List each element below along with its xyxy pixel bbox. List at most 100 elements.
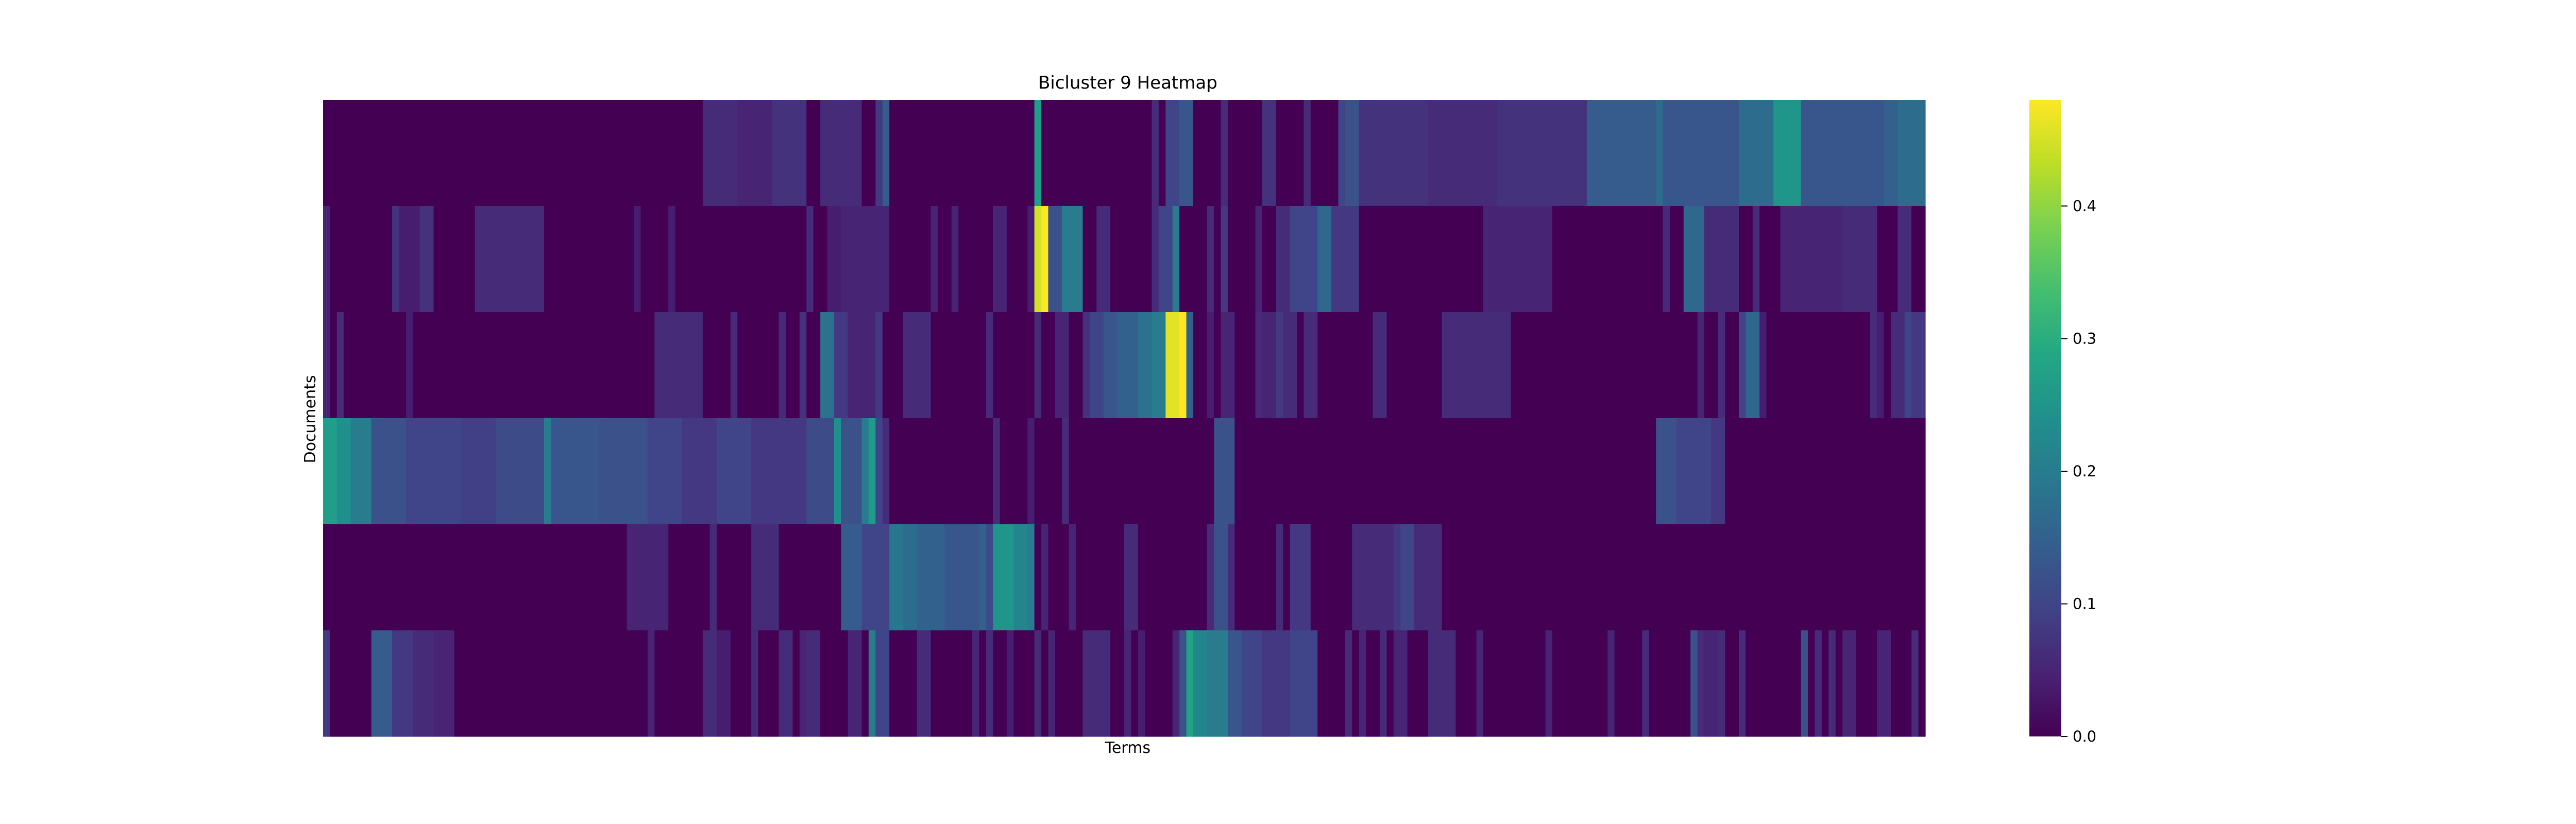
heatmap-cell <box>875 100 883 207</box>
heatmap-cell <box>1739 206 1753 313</box>
heatmap-cell <box>668 524 710 631</box>
heatmap-cell <box>1228 100 1263 207</box>
heatmap-cell <box>986 524 993 631</box>
heatmap-cell <box>1497 100 1587 207</box>
heatmap-cell <box>869 630 876 737</box>
heatmap-cell <box>1055 312 1070 419</box>
heatmap-cell <box>1027 418 1035 525</box>
heatmap-cell <box>1069 524 1076 631</box>
heatmap-cell <box>882 418 890 525</box>
heatmap-cell <box>938 206 952 313</box>
heatmap-cell <box>841 524 862 631</box>
heatmap-cell <box>1739 312 1747 419</box>
heatmap-cell <box>979 630 987 737</box>
colorbar-tick-label: 0.1 <box>2073 595 2096 613</box>
heatmap-cell <box>1172 206 1180 313</box>
heatmap-cell <box>1697 630 1705 737</box>
heatmap-cell <box>1290 524 1311 631</box>
heatmap-cell <box>799 630 807 737</box>
heatmap-cell <box>903 312 931 419</box>
heatmap-cell <box>1303 312 1318 419</box>
heatmap-cell <box>1911 206 1926 313</box>
heatmap-cell <box>1766 312 1871 419</box>
heatmap-cell <box>1027 206 1035 313</box>
heatmap-cell <box>1801 630 1808 737</box>
heatmap-cell <box>917 524 945 631</box>
heatmap-cell <box>1103 312 1118 419</box>
heatmap-cell <box>323 100 703 207</box>
heatmap-cell <box>841 206 890 313</box>
heatmap-cell <box>1711 418 1725 525</box>
heatmap-cell <box>875 418 883 525</box>
heatmap-cell <box>1048 524 1070 631</box>
heatmap-cell <box>433 630 455 737</box>
heatmap-cell <box>1842 206 1877 313</box>
heatmap-cell <box>703 630 717 737</box>
heatmap-cell <box>1276 312 1283 419</box>
heatmap-cell <box>1552 630 1608 737</box>
heatmap-cell <box>1317 630 1346 737</box>
heatmap-cell <box>599 418 648 525</box>
heatmap-cell <box>1110 630 1125 737</box>
heatmap-cell <box>1207 312 1214 419</box>
heatmap-cell <box>1828 630 1836 737</box>
heatmap-cell <box>1082 206 1097 313</box>
heatmap-cell <box>1283 312 1297 419</box>
heatmap-cell <box>813 206 828 313</box>
heatmap-cell <box>1407 630 1429 737</box>
heatmap-cell <box>405 312 413 419</box>
heatmap-cell <box>1345 100 1360 207</box>
heatmap-cell <box>1034 100 1042 207</box>
heatmap-cell <box>1310 100 1339 207</box>
colorbar-ticks: 0.0 0.1 0.2 0.3 0.4 <box>2061 197 2096 745</box>
heatmap-cell <box>1877 312 1885 419</box>
colorbar <box>2029 100 2061 736</box>
heatmap-cell <box>717 524 752 631</box>
heatmap-cell <box>1442 524 1926 631</box>
heatmap-cell <box>1159 100 1166 207</box>
heatmap-cell <box>648 418 683 525</box>
heatmap-cell <box>993 312 1035 419</box>
heatmap-cell <box>1221 312 1235 419</box>
heatmap-cell <box>1359 630 1366 737</box>
heatmap-cell <box>758 630 779 737</box>
heatmap-cell <box>1027 524 1035 631</box>
heatmap-cell <box>1670 206 1684 313</box>
heatmap-cell <box>1138 312 1153 419</box>
heatmap-cell <box>1697 312 1705 419</box>
heatmap-cell <box>1821 630 1829 737</box>
heatmap-cell <box>1096 206 1111 313</box>
heatmap-cell <box>1317 206 1332 313</box>
heatmap-cell <box>806 630 821 737</box>
heatmap-cell <box>1877 206 1898 313</box>
heatmap-cell <box>1552 206 1664 313</box>
heatmap-cell <box>882 100 890 207</box>
x-axis-label: Terms <box>1105 739 1150 757</box>
heatmap-cell <box>1890 312 1905 419</box>
heatmap-cell <box>1290 630 1318 737</box>
heatmap-cell <box>654 630 703 737</box>
heatmap-cell <box>1607 630 1615 737</box>
heatmap-cell <box>1856 630 1877 737</box>
heatmap-cell <box>889 206 931 313</box>
heatmap-cell <box>1759 206 1781 313</box>
heatmap-cell <box>1062 206 1083 313</box>
heatmap-cell <box>413 630 434 737</box>
heatmap-cell <box>675 206 807 313</box>
heatmap-cell <box>1214 524 1228 631</box>
heatmap-cell <box>972 630 980 737</box>
heatmap-cell <box>1228 206 1256 313</box>
heatmap-cell <box>848 630 862 737</box>
colorbar-tick-label: 0.4 <box>2073 197 2096 215</box>
heatmap-cell <box>1276 206 1291 313</box>
heatmap-cell <box>1483 630 1546 737</box>
heatmap-cell <box>889 630 918 737</box>
heatmap-cell <box>1276 524 1283 631</box>
heatmap-cell <box>1276 100 1304 207</box>
heatmap-cell <box>1359 206 1484 313</box>
heatmap-cell <box>1013 524 1028 631</box>
heatmap-cell <box>682 418 717 525</box>
heatmap-cell <box>1034 206 1042 313</box>
heatmap-cell <box>875 312 883 419</box>
